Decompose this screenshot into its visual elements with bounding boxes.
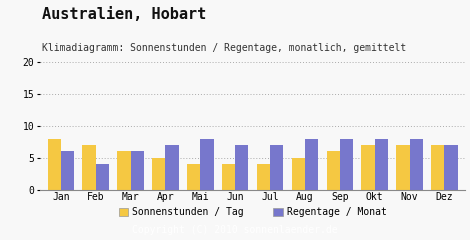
Bar (118, 151, 131, 190)
Bar (200, 139, 213, 190)
Bar (444, 145, 458, 190)
Bar (61, 151, 74, 190)
Bar (270, 145, 283, 190)
Bar (292, 158, 305, 190)
Bar (47, 139, 61, 190)
Bar (257, 164, 270, 190)
Bar (409, 139, 423, 190)
Bar (305, 139, 318, 190)
Bar (152, 158, 165, 190)
Text: Klimadiagramm: Sonnenstunden / Regentage, monatlich, gemittelt: Klimadiagramm: Sonnenstunden / Regentage… (42, 43, 407, 53)
Bar (327, 151, 340, 190)
Bar (235, 145, 249, 190)
Bar (131, 151, 144, 190)
Bar (396, 145, 409, 190)
Bar (375, 139, 388, 190)
Bar (222, 164, 235, 190)
Bar (83, 145, 96, 190)
Bar (165, 145, 179, 190)
Bar (361, 145, 375, 190)
Text: Australien, Hobart: Australien, Hobart (42, 7, 206, 22)
Bar (187, 164, 200, 190)
Legend: Sonnenstunden / Tag, Regentage / Monat: Sonnenstunden / Tag, Regentage / Monat (119, 208, 386, 217)
Bar (431, 145, 444, 190)
Bar (340, 139, 353, 190)
Text: Copyright (C) 2010 sonnenlaender.de: Copyright (C) 2010 sonnenlaender.de (132, 225, 338, 235)
Bar (96, 164, 109, 190)
